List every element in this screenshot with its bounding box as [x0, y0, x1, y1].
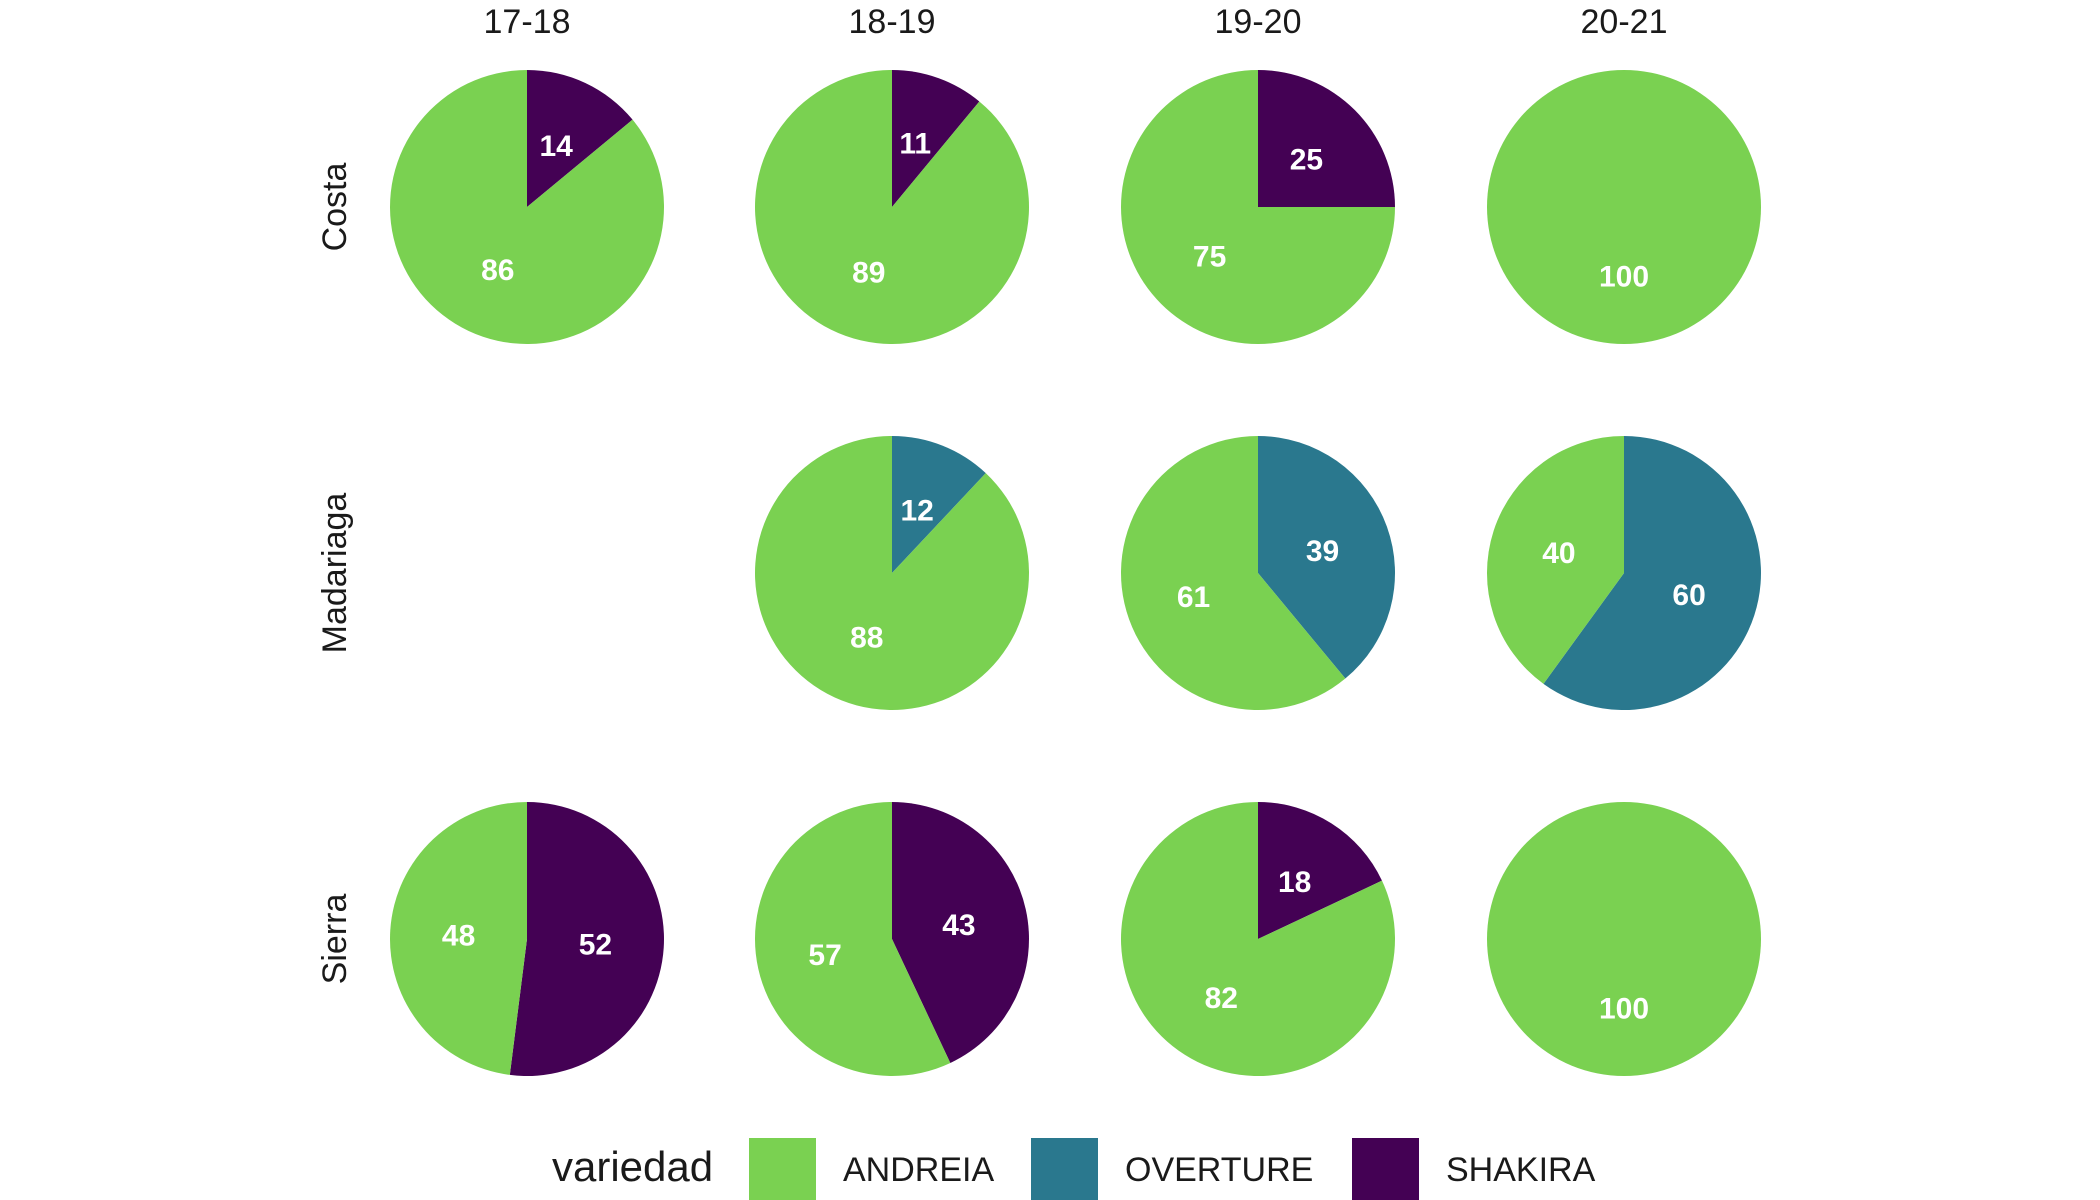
legend-label-overture: OVERTURE: [1125, 1151, 1313, 1189]
pie-slice-label: 82: [1205, 982, 1238, 1015]
pie-slice-andreia: [390, 70, 665, 344]
pie-madariaga-19-20: 39 61: [1121, 436, 1396, 710]
pie-slice-label: 14: [540, 130, 574, 163]
legend: variedad ANDREIA OVERTURE SHAKIRA: [552, 1138, 1596, 1200]
pie-slice-andreia: [389, 802, 527, 1075]
pie-slice-label: 100: [1599, 993, 1649, 1026]
pie-slice-shakira: [527, 70, 633, 207]
pie-slice-label: 18: [1278, 866, 1311, 899]
pie-slice-shakira: [1258, 70, 1395, 207]
row-labels: Costa Madariaga Sierra: [316, 163, 354, 985]
row-label-sierra: Sierra: [316, 894, 354, 985]
column-labels: 17-18 18-19 19-20 20-21: [484, 3, 1668, 41]
pie-slice-andreia: [1487, 802, 1761, 1076]
pie-slice-label: 60: [1672, 579, 1705, 612]
pie-costa-18-19: 11 89: [755, 70, 1030, 344]
legend-label-andreia: ANDREIA: [843, 1151, 994, 1189]
column-label-18-19: 18-19: [849, 3, 936, 41]
legend-key-shakira: [1352, 1138, 1419, 1200]
pie-costa-20-21: 100: [1487, 70, 1761, 344]
pie-slice-label: 100: [1599, 261, 1649, 294]
column-label-19-20: 19-20: [1215, 3, 1302, 41]
legend-key-andreia: [749, 1138, 816, 1200]
pie-sierra-17-18: 52 48: [389, 802, 664, 1076]
pie-slice-andreia: [1486, 436, 1624, 684]
pie-slice-shakira: [892, 70, 980, 207]
pie-slice-andreia: [755, 70, 1030, 344]
pie-costa-19-20: 25 75: [1121, 70, 1395, 344]
pie-slice-label: 86: [481, 254, 514, 287]
legend-title: variedad: [552, 1143, 713, 1190]
pie-slice-label: 89: [852, 257, 885, 290]
legend-label-shakira: SHAKIRA: [1446, 1151, 1596, 1189]
pie-slice-label: 43: [942, 909, 975, 942]
column-label-17-18: 17-18: [484, 3, 571, 41]
pie-slice-label: 52: [579, 928, 612, 961]
pie-slice-andreia: [1487, 70, 1761, 344]
pie-madariaga-18-19: 12 88: [754, 436, 1029, 711]
pie-slice-label: 39: [1306, 535, 1339, 568]
pie-slice-label: 88: [850, 622, 883, 655]
pie-slice-shakira: [509, 802, 664, 1076]
pie-slice-overture: [892, 436, 986, 573]
pie-slice-andreia: [754, 436, 1029, 711]
pie-slice-overture: [1258, 436, 1396, 679]
pie-slice-andreia: [1121, 436, 1346, 710]
pie-slice-andreia: [1120, 802, 1395, 1076]
pie-madariaga-20-21: 60 40: [1486, 436, 1761, 710]
legend-key-overture: [1031, 1138, 1098, 1200]
pie-slice-label: 61: [1177, 581, 1210, 614]
pie-sierra-18-19: 43 57: [754, 802, 1029, 1076]
pie-slice-label: 57: [808, 939, 841, 972]
pie-slice-overture: [1543, 436, 1761, 710]
pie-slice-label: 11: [899, 128, 931, 161]
pie-slice-label: 12: [901, 494, 934, 527]
pie-slice-andreia: [754, 802, 951, 1076]
pie-slice-label: 40: [1542, 537, 1575, 570]
row-label-costa: Costa: [316, 163, 354, 252]
pie-slice-label: 48: [442, 920, 475, 953]
pie-sierra-20-21: 100: [1487, 802, 1761, 1076]
pie-slice-shakira: [892, 802, 1029, 1063]
row-label-madariaga: Madariaga: [316, 493, 354, 654]
pie-slice-label: 25: [1290, 144, 1323, 177]
pie-slice-andreia: [1121, 70, 1395, 344]
pie-costa-17-18: 14 86: [390, 70, 665, 344]
pie-slice-shakira: [1258, 802, 1382, 939]
column-label-20-21: 20-21: [1581, 3, 1668, 41]
pie-slice-label: 75: [1193, 240, 1226, 273]
